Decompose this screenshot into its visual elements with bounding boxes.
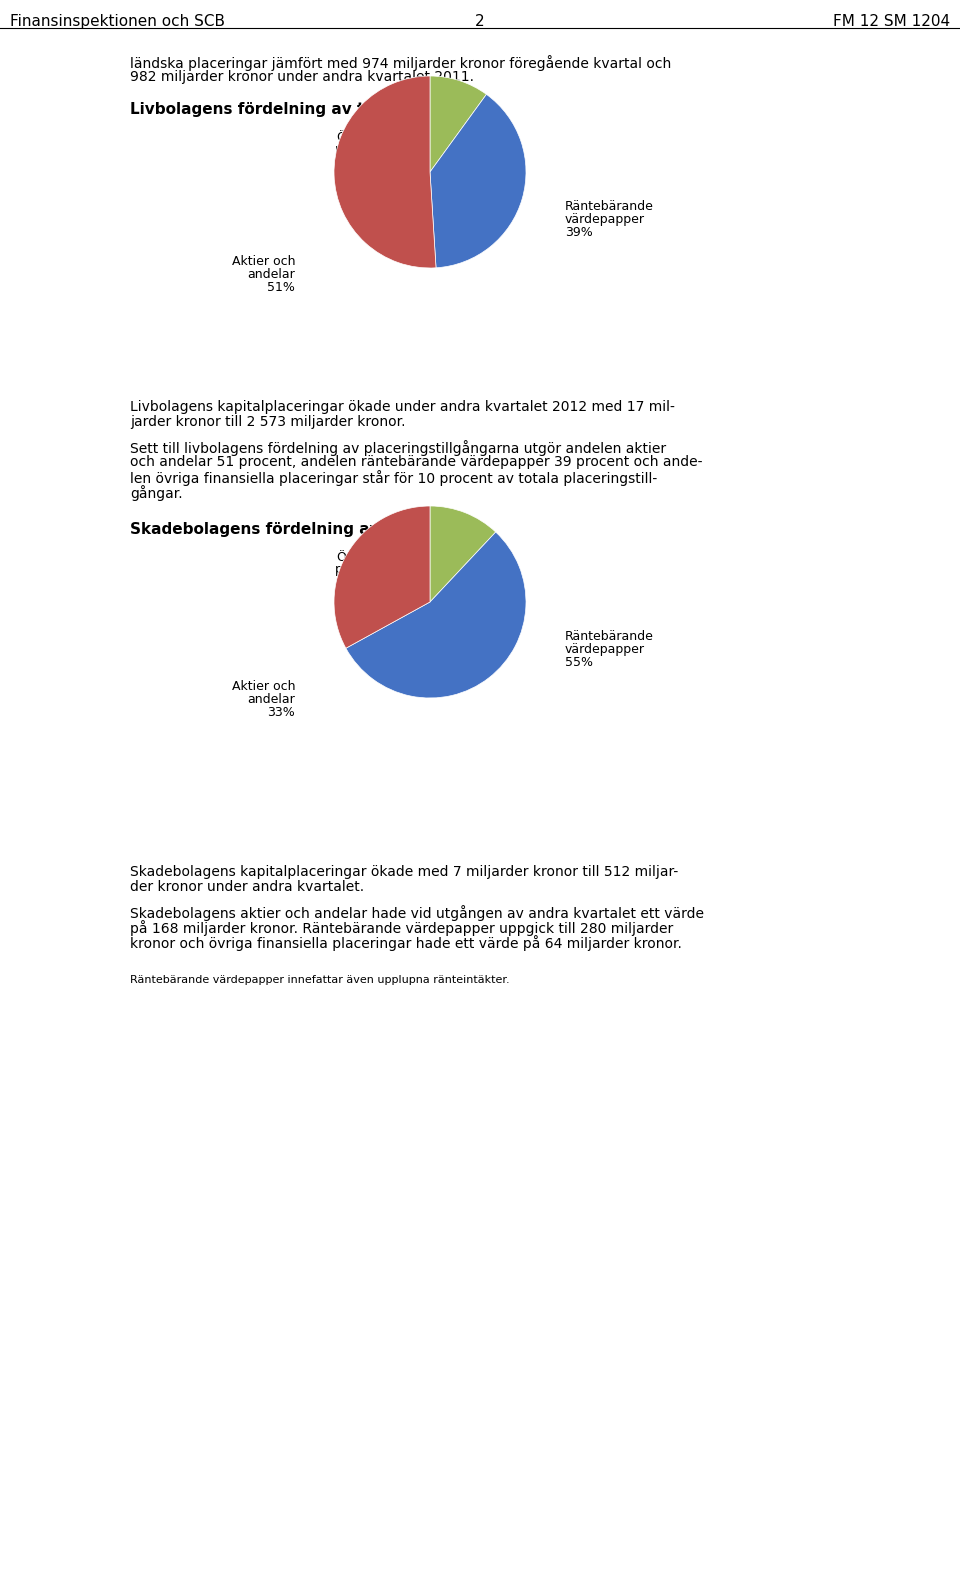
Text: värdepapper: värdepapper bbox=[565, 643, 645, 656]
Text: gångar.: gångar. bbox=[130, 485, 182, 501]
Text: Livbolagens fördelning av tillgångarna: Livbolagens fördelning av tillgångarna bbox=[130, 100, 462, 117]
Text: Skadebolagens kapitalplaceringar ökade med 7 miljarder kronor till 512 miljar-: Skadebolagens kapitalplaceringar ökade m… bbox=[130, 865, 679, 879]
Text: FM 12 SM 1204: FM 12 SM 1204 bbox=[833, 14, 950, 29]
Text: på 168 miljarder kronor. Räntebärande värdepapper uppgick till 280 miljarder: på 168 miljarder kronor. Räntebärande vä… bbox=[130, 920, 673, 936]
Wedge shape bbox=[346, 532, 526, 699]
Text: Livbolagens kapitalplaceringar ökade under andra kvartalet 2012 med 17 mil-: Livbolagens kapitalplaceringar ökade und… bbox=[130, 401, 675, 413]
Text: Finansinspektionen och SCB: Finansinspektionen och SCB bbox=[10, 14, 225, 29]
Wedge shape bbox=[430, 76, 487, 173]
Wedge shape bbox=[334, 505, 430, 648]
Wedge shape bbox=[430, 505, 495, 602]
Text: Räntebärande värdepapper innefattar även upplupna ränteintäkter.: Räntebärande värdepapper innefattar även… bbox=[130, 976, 510, 985]
Text: Övriga fin.: Övriga fin. bbox=[337, 130, 403, 144]
Text: värdepapper: värdepapper bbox=[565, 212, 645, 227]
Text: 33%: 33% bbox=[267, 706, 295, 719]
Text: Räntebärande: Räntebärande bbox=[565, 630, 654, 643]
Text: 2: 2 bbox=[475, 14, 485, 29]
Text: Aktier och: Aktier och bbox=[231, 255, 295, 268]
Text: Sett till livbolagens fördelning av placeringstillgångarna utgör andelen aktier: Sett till livbolagens fördelning av plac… bbox=[130, 440, 666, 456]
Wedge shape bbox=[334, 76, 436, 268]
Text: 55%: 55% bbox=[565, 656, 593, 668]
Text: der kronor under andra kvartalet.: der kronor under andra kvartalet. bbox=[130, 881, 364, 893]
Text: ländska placeringar jämfört med 974 miljarder kronor föregående kvartal och: ländska placeringar jämfört med 974 milj… bbox=[130, 55, 671, 71]
Text: len övriga finansiella placeringar står för 10 procent av totala placeringstill-: len övriga finansiella placeringar står … bbox=[130, 470, 658, 486]
Text: placeringar: placeringar bbox=[334, 143, 406, 155]
Text: Skadebolagens fördelning av tillgångarna: Skadebolagens fördelning av tillgångarna bbox=[130, 520, 490, 537]
Text: 51%: 51% bbox=[267, 280, 295, 295]
Text: 982 miljarder kronor under andra kvartalet 2011.: 982 miljarder kronor under andra kvartal… bbox=[130, 70, 474, 84]
Text: Övriga fin.: Övriga fin. bbox=[337, 550, 403, 564]
Text: placeringar: placeringar bbox=[334, 562, 406, 577]
Text: Skadebolagens aktier och andelar hade vid utgången av andra kvartalet ett värde: Skadebolagens aktier och andelar hade vi… bbox=[130, 904, 704, 920]
Text: andelar: andelar bbox=[248, 268, 295, 280]
Text: och andelar 51 procent, andelen räntebärande värdepapper 39 procent och ande-: och andelar 51 procent, andelen räntebär… bbox=[130, 455, 703, 469]
Text: Aktier och: Aktier och bbox=[231, 680, 295, 694]
Text: kronor och övriga finansiella placeringar hade ett värde på 64 miljarder kronor.: kronor och övriga finansiella placeringa… bbox=[130, 935, 682, 950]
Text: 39%: 39% bbox=[565, 227, 592, 239]
Text: andelar: andelar bbox=[248, 694, 295, 706]
Text: jarder kronor till 2 573 miljarder kronor.: jarder kronor till 2 573 miljarder krono… bbox=[130, 415, 405, 429]
Wedge shape bbox=[430, 95, 526, 268]
Text: Räntebärande: Räntebärande bbox=[565, 200, 654, 212]
Text: 12%: 12% bbox=[356, 577, 384, 589]
Text: 10%: 10% bbox=[356, 155, 384, 169]
